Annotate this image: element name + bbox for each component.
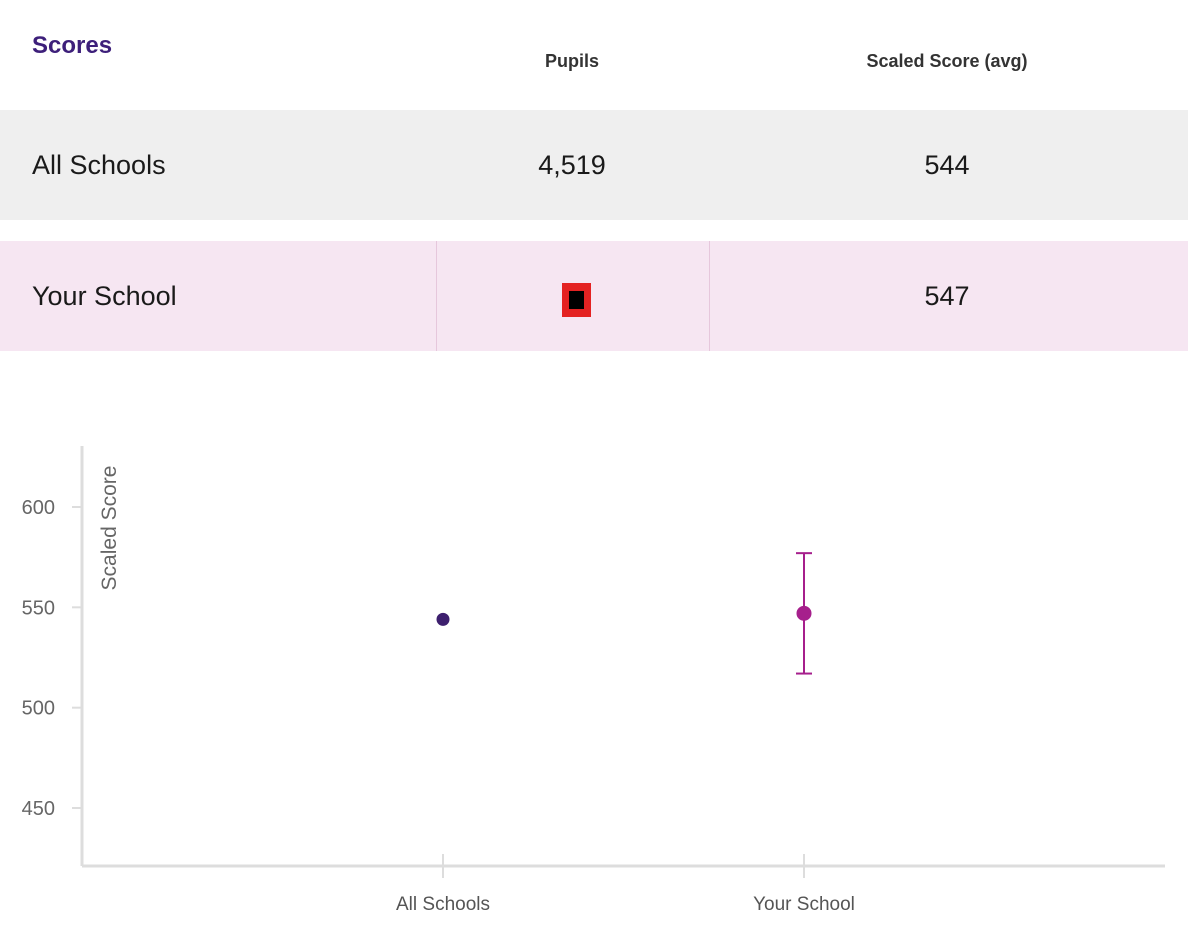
y-axis-title: Scaled Score [98,466,121,591]
column-divider [436,241,437,351]
y-tick-label: 550 [22,597,55,619]
table-title: Scores [32,32,113,59]
scaled-score-chart: 450 500 550 600 Scaled Score All Schools Your … [22,446,1165,915]
row-label: Your School [32,281,177,311]
row-label: All Schools [32,150,166,180]
table-row-your-school: Your School 547 [0,241,1188,351]
table-header: Scores Pupils Scaled Score (avg) [0,0,1188,110]
y-tick-label: 450 [22,798,55,820]
data-point-your-school [796,605,812,621]
y-tick-label: 500 [22,698,55,720]
redaction-block [569,291,584,309]
column-divider [709,241,710,351]
table-row-all-schools: All Schools 4,519 544 [0,110,1188,220]
y-tick-label: 600 [22,497,55,519]
column-header-scaled-score: Scaled Score (avg) [866,51,1028,71]
scaled-score-value: 547 [924,281,970,311]
suppressed-value-marker [562,283,591,317]
data-point-all-schools [436,612,450,626]
column-header-pupils: Pupils [544,51,600,71]
pupils-value: 4,519 [538,150,606,180]
scaled-score-value: 544 [924,150,970,180]
x-tick-label: All Schools [396,894,490,915]
x-tick-label: Your School [753,894,855,915]
